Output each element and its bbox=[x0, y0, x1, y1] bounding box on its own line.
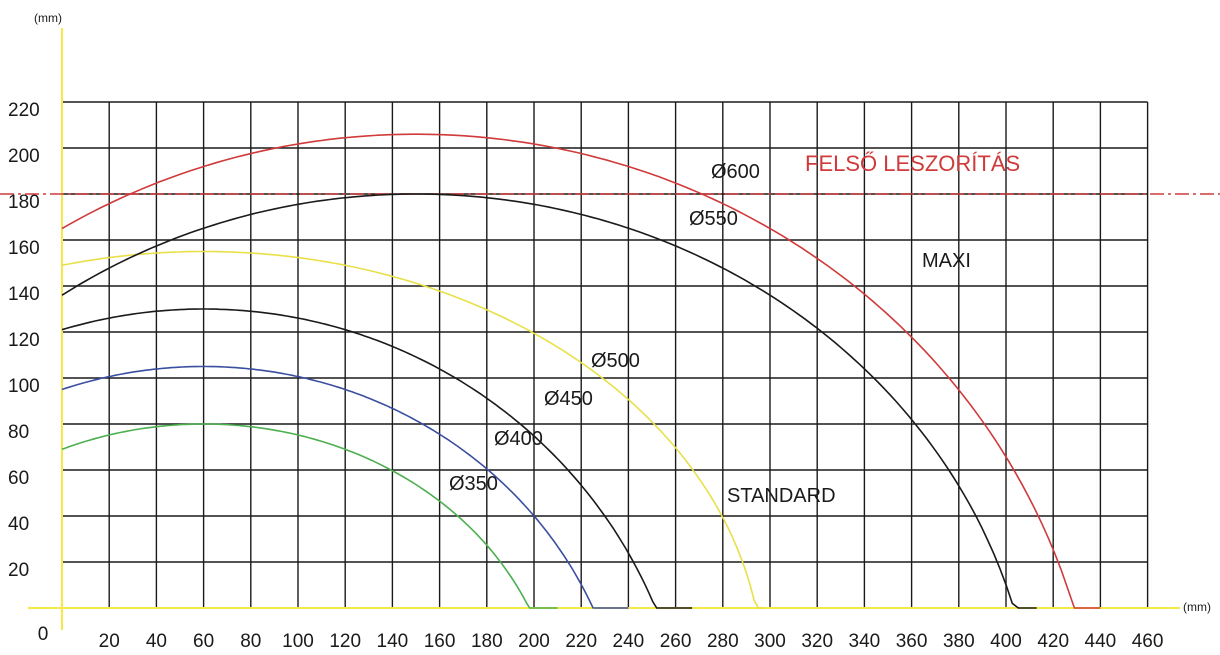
y-tick-label: 60 bbox=[8, 468, 29, 489]
y-tick-label: 80 bbox=[8, 422, 29, 443]
x-tick-label: 120 bbox=[329, 631, 361, 652]
y-tick-label: 120 bbox=[8, 330, 40, 351]
y-unit-label: (mm) bbox=[34, 11, 62, 25]
y-tick-label: 160 bbox=[8, 238, 40, 259]
x-tick-label: 280 bbox=[707, 631, 739, 652]
x-tick-label: 380 bbox=[943, 631, 975, 652]
series-line-d450 bbox=[61, 308, 693, 609]
x-tick-label: 100 bbox=[282, 631, 314, 652]
y-tick-label: 100 bbox=[8, 376, 40, 397]
reference-line-group: FELSŐ LESZORÍTÁS bbox=[0, 151, 1220, 195]
series-label: Ø550 bbox=[689, 208, 738, 230]
series-line-d600 bbox=[61, 133, 1101, 609]
x-tick-label: 140 bbox=[377, 631, 409, 652]
x-tick-label: 160 bbox=[424, 631, 456, 652]
x-tick-label: 40 bbox=[146, 631, 167, 652]
series-line-d500 bbox=[61, 250, 763, 609]
x-tick-label: 220 bbox=[565, 631, 597, 652]
x-tick-label: 60 bbox=[193, 631, 214, 652]
x-tick-label: 460 bbox=[1132, 631, 1164, 652]
x-tick-label: 420 bbox=[1037, 631, 1069, 652]
series-line-d550 bbox=[61, 193, 1037, 609]
y-tick-label: 140 bbox=[8, 284, 40, 305]
series-group bbox=[61, 133, 1101, 609]
x-tick-label: 360 bbox=[896, 631, 928, 652]
x-tick-label: 180 bbox=[471, 631, 503, 652]
region-label-maxi: MAXI bbox=[922, 250, 971, 272]
x-tick-label: 80 bbox=[240, 631, 261, 652]
y-tick-label: 20 bbox=[8, 560, 29, 581]
axes: 20 40 60 80 100 120 140 160 180 200 220 240 260 280 30… bbox=[8, 11, 1211, 652]
series-label: Ø600 bbox=[711, 161, 760, 183]
x-tick-label: 320 bbox=[801, 631, 833, 652]
series-label: Ø450 bbox=[544, 388, 593, 410]
series-line-d400 bbox=[61, 365, 629, 609]
series-line-d350 bbox=[61, 423, 558, 609]
x-tick-label: 300 bbox=[754, 631, 786, 652]
series-label: Ø500 bbox=[591, 350, 640, 372]
y-tick-label: 40 bbox=[8, 514, 29, 535]
x-tick-label: 260 bbox=[660, 631, 692, 652]
x-tick-label: 340 bbox=[849, 631, 881, 652]
region-label-standard: STANDARD bbox=[727, 485, 836, 507]
y-tick-label: 200 bbox=[8, 146, 40, 167]
series-label: Ø400 bbox=[494, 428, 543, 450]
x-tick-label: 240 bbox=[613, 631, 645, 652]
x-tick-label: 440 bbox=[1085, 631, 1117, 652]
x-tick-label: 20 bbox=[99, 631, 120, 652]
y-tick-label: 180 bbox=[8, 192, 40, 213]
series-label: Ø350 bbox=[449, 473, 498, 495]
x-unit-label: (mm) bbox=[1183, 600, 1211, 614]
origin-label: 0 bbox=[38, 624, 49, 645]
y-tick-label: 220 bbox=[8, 100, 40, 121]
reference-line-label: FELSŐ LESZORÍTÁS bbox=[805, 151, 1020, 176]
x-tick-label: 400 bbox=[990, 631, 1022, 652]
x-tick-label: 200 bbox=[518, 631, 550, 652]
